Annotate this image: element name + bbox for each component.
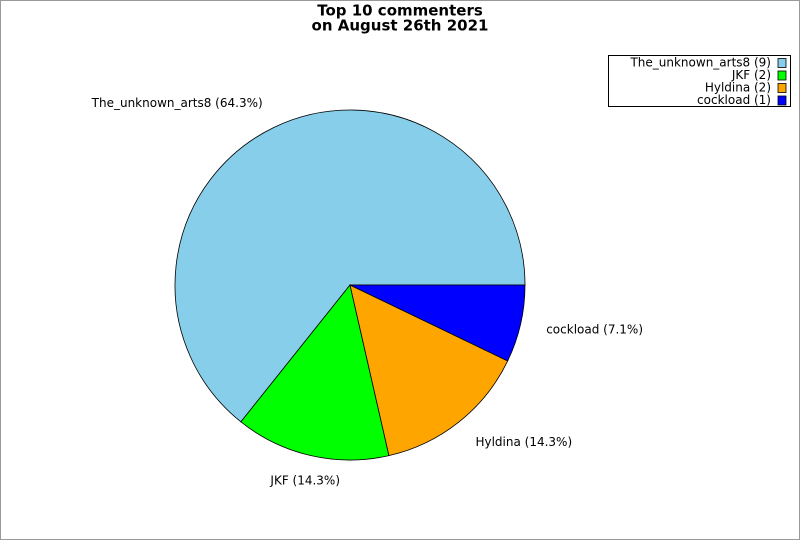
pie-slice bbox=[349, 284, 509, 457]
chart-title: Top 10 commenters bbox=[317, 2, 483, 20]
pie-slice bbox=[240, 284, 390, 461]
slice-label: Hyldina (14.3%) bbox=[475, 435, 572, 449]
pie-slice bbox=[349, 284, 526, 362]
legend-swatch bbox=[777, 70, 787, 81]
legend-swatch bbox=[777, 95, 787, 106]
legend-label: cockload (1) bbox=[697, 93, 771, 107]
pie-slice bbox=[174, 109, 526, 423]
slice-label: JKF (14.3%) bbox=[269, 474, 340, 488]
chart-title: on August 26th 2021 bbox=[312, 17, 489, 35]
legend-label: JKF (2) bbox=[731, 68, 771, 82]
legend-swatch bbox=[777, 83, 787, 93]
legend-label: Hyldina (2) bbox=[705, 81, 771, 95]
legend-box bbox=[608, 55, 791, 107]
slice-label: The_unknown_arts8 (64.3%) bbox=[91, 96, 263, 110]
legend-swatch bbox=[777, 58, 787, 68]
legend-label: The_unknown_arts8 (9) bbox=[629, 56, 771, 70]
slice-label: cockload (7.1%) bbox=[546, 322, 643, 336]
